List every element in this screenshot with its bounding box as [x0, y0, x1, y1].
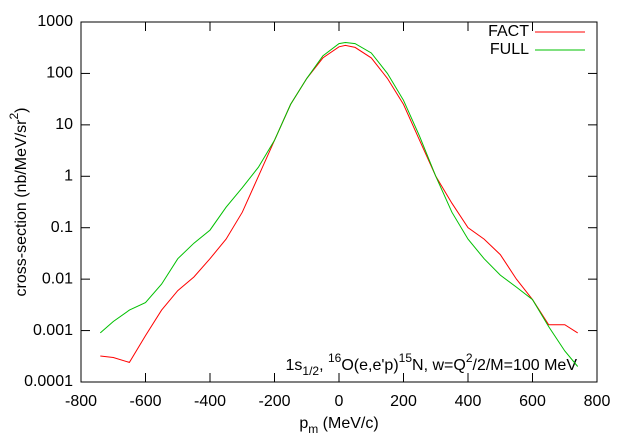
- x-tick-label: 600: [519, 393, 546, 410]
- x-axis-label-part: m: [308, 422, 318, 436]
- annotation-part: 15: [399, 351, 413, 365]
- x-tick-label: -400: [194, 393, 226, 410]
- y-axis-label-part: 2: [7, 113, 21, 120]
- annotation-part: /2/M=100 MeV: [473, 357, 578, 374]
- y-axis-label-part: ): [13, 108, 30, 113]
- annotation-part: 1/2: [302, 364, 319, 378]
- x-tick-label: 0: [335, 393, 344, 410]
- legend-label: FACT: [488, 23, 529, 40]
- x-tick-label: 200: [390, 393, 417, 410]
- x-tick-label: 800: [584, 393, 611, 410]
- plot-frame: [80, 21, 598, 383]
- annotation-part: O(e,e'p): [341, 357, 398, 374]
- x-axis-label-part: p: [299, 415, 308, 432]
- x-axis-label: pm (MeV/c): [299, 415, 378, 436]
- y-tick-label: 1: [64, 168, 73, 185]
- y-tick-label: 0.001: [33, 322, 73, 339]
- x-tick-label: -200: [258, 393, 290, 410]
- y-axis-label-part: cross-section (nb/MeV/sr: [13, 119, 30, 297]
- annotation-part: N, w=Q: [412, 357, 466, 374]
- y-axis-label: cross-section (nb/MeV/sr2): [7, 108, 30, 297]
- annotation-part: ,: [319, 357, 328, 374]
- y-tick-label: 0.0001: [24, 373, 73, 390]
- annotation-part: 16: [328, 351, 342, 365]
- x-tick-label: -600: [129, 393, 161, 410]
- y-tick-label: 1000: [37, 13, 73, 30]
- x-tick-label: 400: [455, 393, 482, 410]
- x-axis-label-part: (MeV/c): [318, 415, 378, 432]
- y-tick-label: 100: [46, 65, 73, 82]
- annotation-part: 2: [466, 351, 473, 365]
- legend-label: FULL: [490, 41, 529, 58]
- x-tick-label: -800: [65, 393, 97, 410]
- y-tick-label: 0.01: [42, 270, 73, 287]
- data-line: [100, 44, 578, 363]
- annotation-part: 1s: [286, 357, 303, 374]
- y-tick-label: 0.1: [51, 219, 73, 236]
- data-line: [99, 41, 579, 367]
- y-tick-label: 10: [55, 116, 73, 133]
- annotation: 1s1/2, 16O(e,e'p)15N, w=Q2/2/M=100 MeV: [286, 351, 578, 378]
